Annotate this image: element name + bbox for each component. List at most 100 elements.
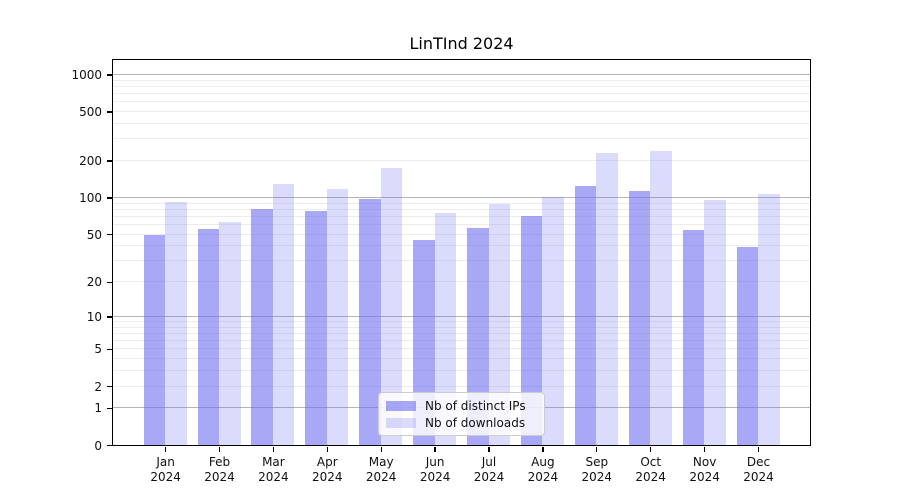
bar-ips-jul xyxy=(467,228,489,445)
y-tick-2 xyxy=(106,385,112,388)
y-tick-label-20: 20 xyxy=(86,275,102,290)
x-tick-dec xyxy=(757,447,760,452)
x-tick-jun xyxy=(434,447,436,452)
gridline-800 xyxy=(112,85,810,87)
legend-label-distinct-ips: Nb of distinct IPs xyxy=(425,399,526,413)
bar-downloads-aug xyxy=(542,197,564,445)
gridline-70 xyxy=(112,215,810,217)
y-tick-50 xyxy=(106,233,112,236)
legend-item-distinct-ips: Nb of distinct IPs xyxy=(386,398,535,414)
x-tick-mar xyxy=(272,447,275,452)
x-tick-label-jan: Jan 2024 xyxy=(150,454,181,485)
y-tick-5 xyxy=(106,348,112,351)
x-tick-label-oct: Oct 2024 xyxy=(635,454,666,485)
gridline-30 xyxy=(112,260,810,262)
bar-downloads-may xyxy=(380,167,403,445)
x-tick-feb xyxy=(218,447,221,452)
bar-downloads-jan xyxy=(165,201,187,445)
bar-ips-feb xyxy=(197,229,219,445)
chart-title: LinTInd 2024 xyxy=(409,34,514,53)
gridline-600 xyxy=(112,101,810,103)
x-tick-aug xyxy=(542,447,544,452)
y-tick-1000 xyxy=(106,74,112,76)
gridline-1000 xyxy=(112,73,810,75)
y-tick-label-200: 200 xyxy=(79,154,102,169)
y-tick-label-1: 1 xyxy=(94,401,102,416)
plot-area xyxy=(111,59,811,446)
y-tick-label-0: 0 xyxy=(94,438,102,453)
y-tick-label-2: 2 xyxy=(94,379,102,394)
gridline-7 xyxy=(112,332,810,334)
x-tick-label-aug: Aug 2024 xyxy=(527,454,559,485)
x-tick-apr xyxy=(326,447,328,452)
x-tick-label-jun: Jun 2024 xyxy=(419,454,451,485)
bar-ips-dec xyxy=(736,247,758,445)
x-tick-label-jul: Jul 2024 xyxy=(473,454,505,485)
bar-downloads-nov xyxy=(704,199,726,445)
gridline-8 xyxy=(112,326,810,328)
x-tick-label-feb: Feb 2024 xyxy=(204,454,235,485)
y-tick-100 xyxy=(106,197,112,199)
legend-label-downloads: Nb of downloads xyxy=(425,416,526,430)
bar-ips-may xyxy=(359,198,381,445)
y-tick-label-10: 10 xyxy=(86,309,102,324)
legend: Nb of distinct IPs Nb of downloads xyxy=(378,392,545,436)
bar-ips-jan xyxy=(143,235,166,445)
x-tick-jul xyxy=(488,447,490,452)
gridline-6 xyxy=(112,340,810,342)
y-tick-label-1000: 1000 xyxy=(71,67,102,82)
bar-ips-apr xyxy=(305,211,327,445)
y-tick-label-50: 50 xyxy=(86,227,102,242)
gridline-900 xyxy=(112,79,810,81)
x-tick-oct xyxy=(650,447,652,452)
gridline-80 xyxy=(112,208,810,210)
x-tick-label-dec: Dec 2024 xyxy=(743,454,774,485)
bar-ips-oct xyxy=(628,191,651,445)
y-tick-0 xyxy=(106,444,112,447)
bar-downloads-apr xyxy=(326,188,349,445)
gridline-100 xyxy=(112,196,810,198)
gridline-9 xyxy=(112,321,810,322)
bar-ips-nov xyxy=(682,230,705,445)
bar-downloads-jul xyxy=(488,204,510,445)
x-tick-nov xyxy=(703,447,706,452)
gridline-50 xyxy=(112,233,810,235)
y-tick-label-100: 100 xyxy=(79,190,102,205)
bar-ips-sep xyxy=(574,185,597,445)
y-tick-200 xyxy=(106,160,112,162)
legend-item-downloads: Nb of downloads xyxy=(386,415,535,431)
gridline-3 xyxy=(112,370,810,372)
bar-downloads-dec xyxy=(758,193,780,445)
gridline-700 xyxy=(112,93,810,95)
x-tick-label-nov: Nov 2024 xyxy=(689,454,720,485)
gridline-60 xyxy=(112,224,810,225)
gridline-90 xyxy=(112,202,810,204)
y-tick-10 xyxy=(106,316,112,318)
x-tick-jan xyxy=(164,447,167,452)
y-tick-label-500: 500 xyxy=(79,105,102,120)
x-tick-label-apr: Apr 2024 xyxy=(312,454,343,485)
bar-downloads-jun xyxy=(434,213,457,445)
gridline-20 xyxy=(112,281,810,283)
bar-downloads-mar xyxy=(272,184,295,445)
gridline-4 xyxy=(112,358,810,360)
y-tick-20 xyxy=(106,281,112,283)
gridline-40 xyxy=(112,245,810,247)
gridline-400 xyxy=(112,123,810,124)
bar-downloads-oct xyxy=(650,150,672,445)
x-tick-label-may: May 2024 xyxy=(365,454,397,485)
legend-swatch-downloads-icon xyxy=(386,417,416,429)
gridline-2 xyxy=(112,385,810,387)
bar-downloads-feb xyxy=(219,221,241,445)
x-tick-may xyxy=(380,447,382,452)
bar-ips-mar xyxy=(251,209,273,445)
gridline-5 xyxy=(112,348,810,350)
bar-downloads-sep xyxy=(596,153,618,445)
y-tick-label-5: 5 xyxy=(94,342,102,357)
gridline-300 xyxy=(112,138,810,140)
y-tick-1 xyxy=(106,407,112,409)
gridline-200 xyxy=(112,160,810,162)
legend-swatch-ips-icon xyxy=(386,400,416,412)
bar-ips-aug xyxy=(520,216,543,445)
